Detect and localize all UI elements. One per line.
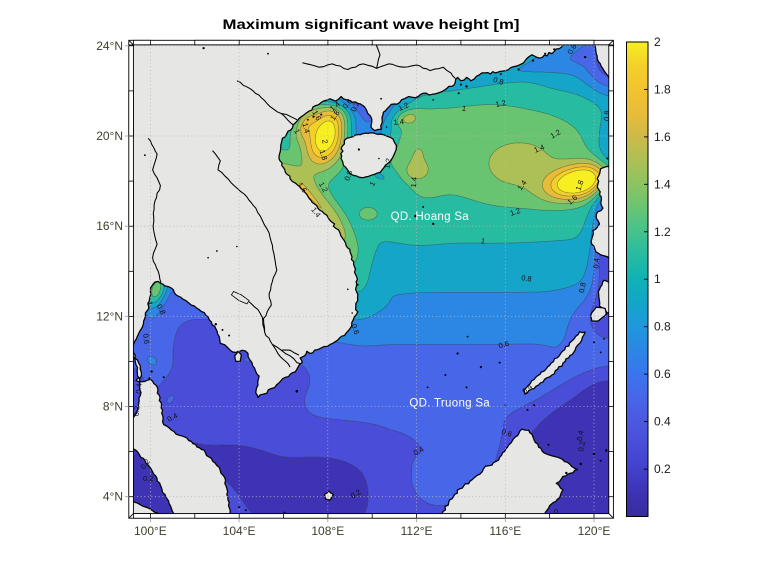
svg-text:1.8: 1.8 <box>318 149 330 162</box>
svg-text:1.4: 1.4 <box>393 117 404 127</box>
svg-text:1.4: 1.4 <box>533 142 546 154</box>
svg-text:0.8: 0.8 <box>342 169 354 182</box>
svg-text:QD. Hoang Sa: QD. Hoang Sa <box>391 211 470 223</box>
svg-text:0.6: 0.6 <box>565 42 578 56</box>
svg-text:1.6: 1.6 <box>654 130 671 144</box>
svg-text:16°N: 16°N <box>96 219 123 233</box>
svg-text:1: 1 <box>480 236 486 246</box>
svg-text:1.4: 1.4 <box>654 177 671 191</box>
svg-text:0.8: 0.8 <box>155 303 168 316</box>
svg-text:2: 2 <box>654 35 661 49</box>
svg-text:1.2: 1.2 <box>495 98 507 109</box>
svg-text:0.6: 0.6 <box>349 323 361 336</box>
svg-text:116°E: 116°E <box>489 524 521 538</box>
svg-text:2: 2 <box>320 139 330 145</box>
svg-text:0.4: 0.4 <box>654 415 671 429</box>
svg-text:1: 1 <box>145 301 154 306</box>
svg-text:12°N: 12°N <box>96 309 123 323</box>
svg-text:1: 1 <box>367 180 377 188</box>
svg-text:1: 1 <box>461 104 466 113</box>
svg-text:100°E: 100°E <box>134 524 167 538</box>
svg-text:108°E: 108°E <box>311 524 344 538</box>
svg-text:4°N: 4°N <box>103 490 123 504</box>
svg-text:0.8: 0.8 <box>654 320 671 334</box>
svg-text:1.2: 1.2 <box>383 157 394 169</box>
svg-text:120°E: 120°E <box>578 524 611 538</box>
svg-text:24°N: 24°N <box>96 39 123 53</box>
svg-text:104°E: 104°E <box>223 524 256 538</box>
svg-text:1.4: 1.4 <box>409 177 419 188</box>
svg-text:1.2: 1.2 <box>509 206 522 218</box>
svg-text:QD. Truong Sa: QD. Truong Sa <box>409 398 490 410</box>
svg-text:1.4: 1.4 <box>301 122 312 134</box>
svg-text:0.2: 0.2 <box>143 474 153 483</box>
svg-text:0.2: 0.2 <box>576 440 587 452</box>
svg-text:0.4: 0.4 <box>166 411 179 424</box>
svg-text:1: 1 <box>654 272 661 286</box>
svg-text:112°E: 112°E <box>401 524 433 538</box>
svg-text:0: 0 <box>554 507 559 516</box>
svg-text:0.8: 0.8 <box>602 110 612 121</box>
svg-text:1.8: 1.8 <box>654 82 671 96</box>
svg-text:0.2: 0.2 <box>132 405 142 416</box>
svg-text:0.4: 0.4 <box>134 383 144 394</box>
svg-text:0.6: 0.6 <box>141 333 151 344</box>
svg-text:1.2: 1.2 <box>654 225 671 239</box>
svg-text:1.2: 1.2 <box>397 100 410 113</box>
svg-text:0.6: 0.6 <box>654 367 671 381</box>
svg-text:0.8: 0.8 <box>521 273 533 283</box>
svg-text:1.6: 1.6 <box>310 109 323 122</box>
svg-text:0.6: 0.6 <box>497 339 510 351</box>
svg-text:0.4: 0.4 <box>575 430 586 442</box>
svg-text:Maximum significant wave heigh: Maximum significant wave height [m] <box>223 16 520 32</box>
svg-text:0.6: 0.6 <box>500 427 513 439</box>
svg-text:0.2: 0.2 <box>349 100 362 113</box>
svg-text:0.4: 0.4 <box>591 258 601 269</box>
svg-text:1: 1 <box>292 127 302 135</box>
svg-text:0.8: 0.8 <box>492 75 505 87</box>
svg-text:20°N: 20°N <box>96 129 123 143</box>
svg-text:1.8: 1.8 <box>574 179 586 192</box>
svg-text:0.8: 0.8 <box>577 282 588 294</box>
svg-text:8°N: 8°N <box>103 400 123 414</box>
svg-text:0.2: 0.2 <box>654 462 671 476</box>
